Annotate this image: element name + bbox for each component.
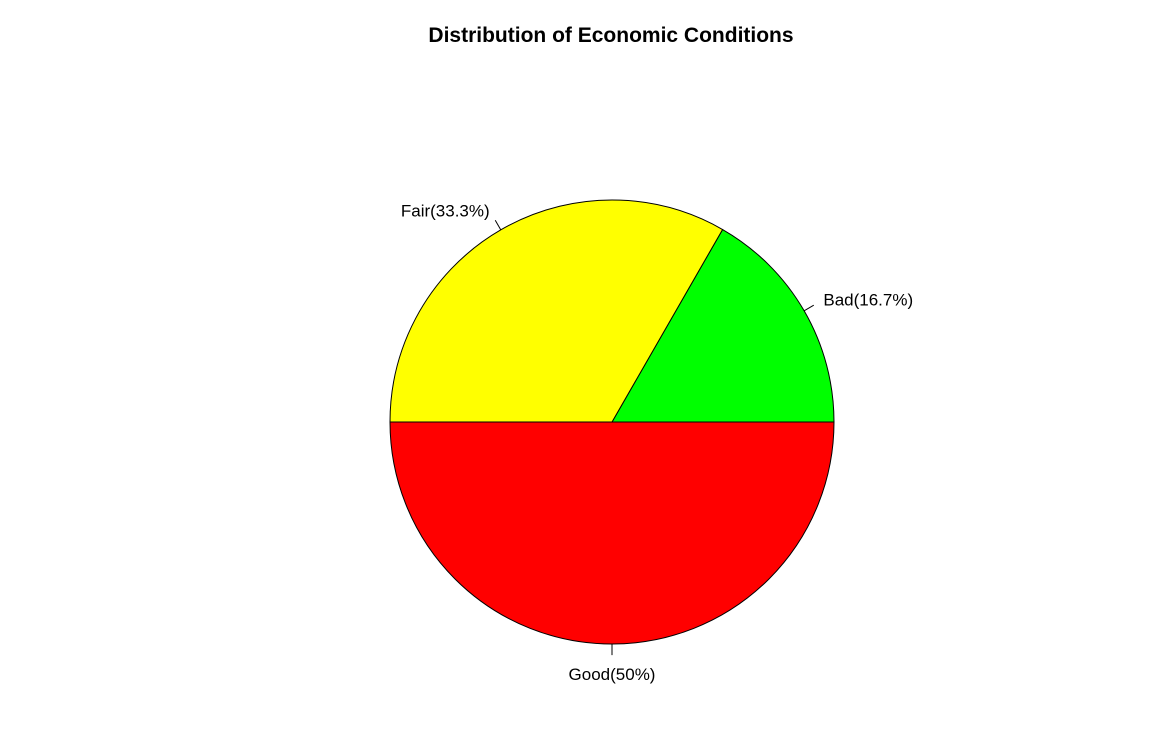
- chart-title: Distribution of Economic Conditions: [428, 24, 793, 47]
- pie-slice-good: [389, 421, 835, 645]
- slice-label-bad: Bad(16.7%): [823, 291, 913, 310]
- slice-label-good: Good(50%): [569, 665, 656, 684]
- leader-line-fair: [494, 219, 502, 231]
- pie-slices: [389, 199, 835, 645]
- pie-slice-bad: [611, 228, 835, 423]
- pie-labels: Bad(16.7%) Fair(33.3%) Good(50%): [401, 202, 913, 685]
- slice-label-fair: Fair(33.3%): [401, 202, 490, 221]
- leader-line-bad: [803, 304, 815, 312]
